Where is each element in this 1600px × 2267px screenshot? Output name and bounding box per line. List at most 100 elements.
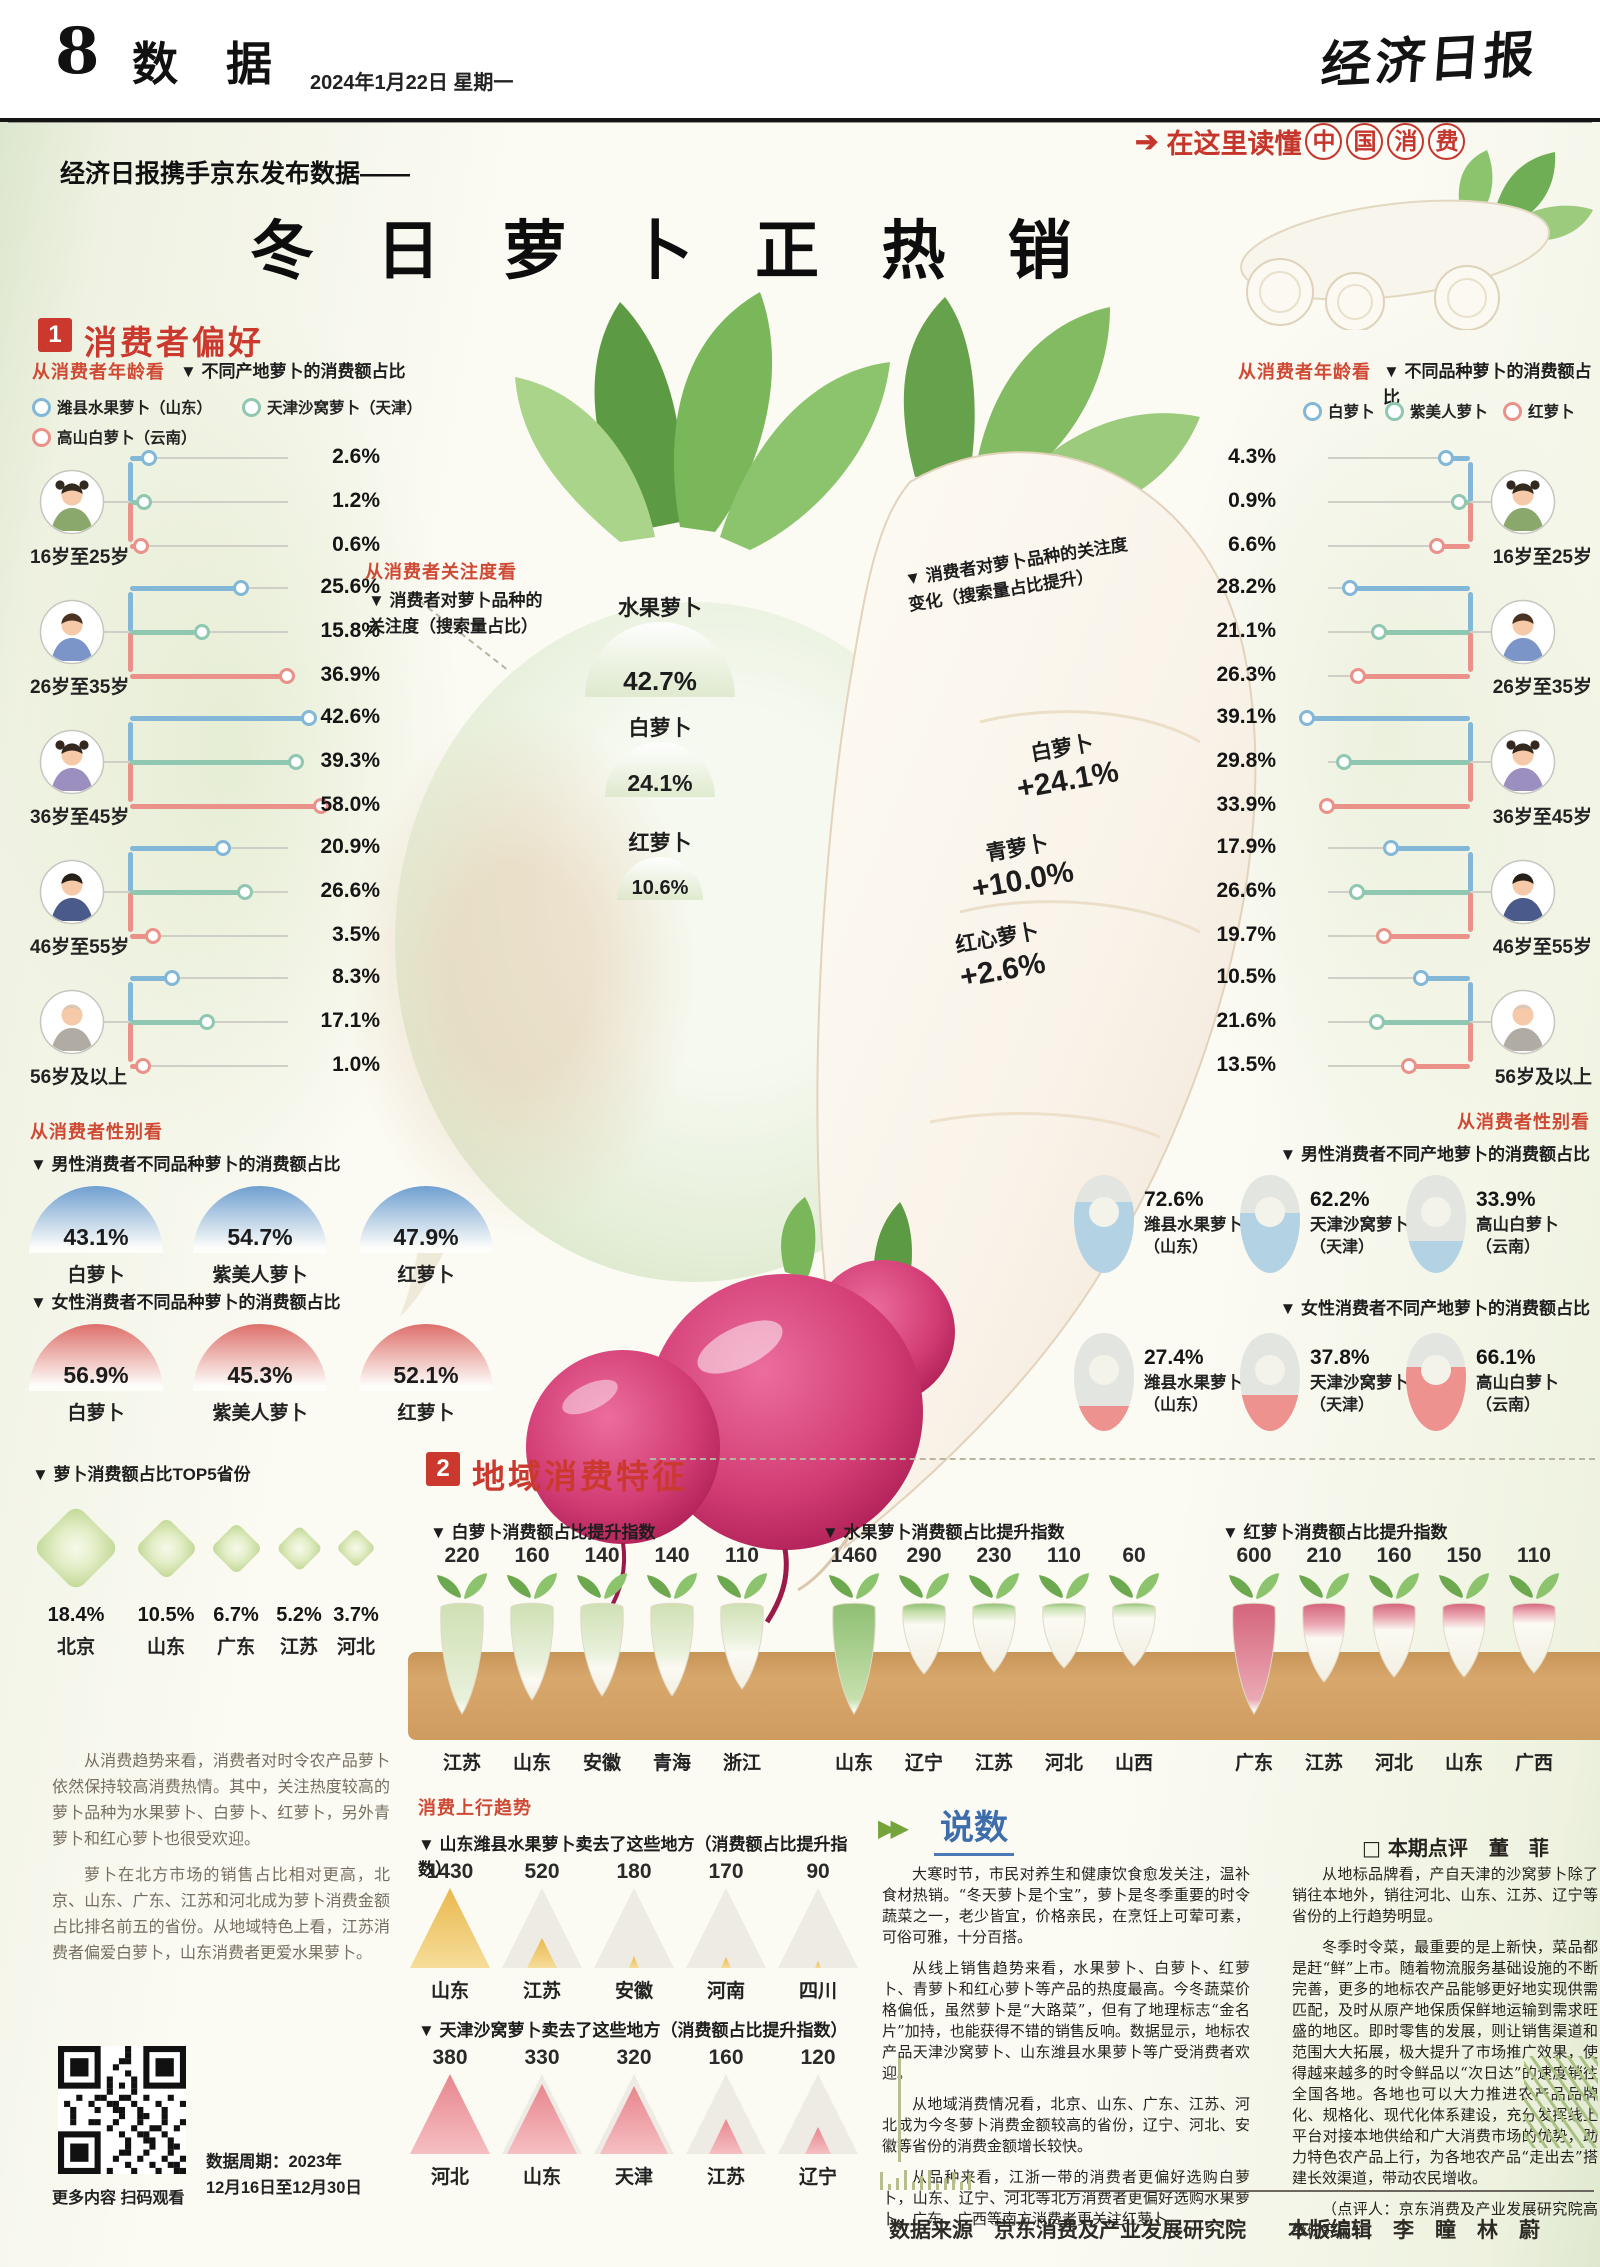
value-branch-line [1435, 543, 1470, 549]
gender-dome-label: 紫美人萝卜 [212, 1403, 308, 1424]
attention-change-item: 青萝卜 +10.0% [926, 817, 1115, 913]
origin-drop-gauge [1072, 1172, 1136, 1276]
attention-item-value: 10.6% [631, 877, 689, 899]
gender-dome: 52.1% [359, 1324, 493, 1391]
province-label: 山东 [1444, 1753, 1483, 1774]
legend-swatch [1303, 401, 1322, 421]
data-period-line2: 12月16日至12月30日 [206, 2178, 362, 2197]
branch-trunk [127, 762, 133, 802]
province-label: 河北 [1044, 1753, 1083, 1774]
value-label: 4.3% [1228, 445, 1276, 468]
chart-heading: ▼ 萝卜消费额占比TOP5省份 [32, 1465, 251, 1484]
value-marker [194, 624, 211, 640]
radish-bar [1032, 1572, 1096, 1679]
legend-item: 潍县水果萝卜（山东） [32, 396, 212, 418]
value-branch-line [1444, 455, 1470, 461]
index-value: 220 [444, 1544, 480, 1567]
chart-heading: ▼ 山东潍县水果萝卜卖去了这些地方（消费额占比提升指数） [418, 1835, 848, 1879]
origin-drop-text: 66.1% 高山白萝卜 （云南） [1476, 1344, 1600, 1416]
section-name: 数 据 [132, 37, 289, 91]
value-branch-line [1355, 889, 1470, 895]
index-value: 110 [1047, 1544, 1081, 1567]
value-branch-line [130, 585, 241, 591]
trend-mountain [776, 2072, 860, 2159]
male-heading: ▼ 男性消费者不同品种萝卜的消费额占比 [30, 1155, 341, 1174]
origin-drop-value: 27.4% [1144, 1346, 1204, 1369]
tick-mark [912, 2182, 915, 2190]
value-marker [1319, 798, 1336, 814]
branch-trunk [127, 592, 133, 632]
masthead-logo: 经济日报 [1319, 24, 1541, 95]
tick-mark [936, 2184, 939, 2190]
attention-item-label: 红萝卜 [628, 832, 692, 855]
trend-mountain [408, 1886, 492, 1973]
page-number: 8 [55, 14, 100, 89]
gender-chart-variety: 从消费者性别看 ▼ 男性消费者不同品种萝卜的消费额占比 ▼ 女性消费者不同品种萝… [29, 1108, 510, 1478]
index-value: 1460 [830, 1544, 878, 1567]
branch-trunk [127, 982, 133, 1022]
trend-value: 160 [708, 2046, 744, 2069]
value-branch-line [130, 845, 222, 851]
origin-drop-gauge [1238, 1172, 1302, 1276]
value-branch-line [1383, 933, 1470, 939]
badge-circled-char: 消 [1387, 123, 1425, 160]
gender-dome-label: 红萝卜 [397, 1403, 455, 1424]
value-label: 26.6% [320, 879, 380, 902]
diamond-value: 5.2% [276, 1604, 322, 1626]
trend-value: 180 [616, 1860, 652, 1883]
radish-slices-illustration [1240, 150, 1593, 330]
consumer-avatar [39, 989, 105, 1055]
avatar-link-line [102, 891, 130, 893]
commentary-paragraph: 冬季时令菜，最重要的是上新快，菜品都是赶“鲜”上市。随着物流服务基础设施的不断完… [1292, 1938, 1598, 2187]
value-guide-line [1328, 977, 1470, 979]
tick-mark [960, 2182, 963, 2190]
note-paragraph: 萝卜在北方市场的销售占比相对更高，北京、山东、广东、江苏和河北成为萝卜消费金额占… [52, 1865, 390, 1962]
female-heading: ▼ 女性消费者不同产地萝卜的消费额占比 [1279, 1299, 1590, 1318]
province-label: 河南 [706, 1981, 745, 2002]
origin-drop-label: 天津沙窝萝卜 [1310, 1216, 1409, 1235]
value-marker [135, 494, 152, 510]
index-value: 140 [654, 1544, 690, 1567]
section2-number: 2 [426, 1452, 460, 1486]
gender-dome-label: 白萝卜 [67, 1403, 125, 1424]
value-guide-line [1328, 1065, 1470, 1067]
tick-mark [920, 2176, 923, 2190]
value-branch-line [1349, 585, 1470, 591]
diamond-value: 18.4% [47, 1604, 105, 1626]
radish-bar [892, 1572, 956, 1685]
attention-dome: 10.6% [617, 857, 703, 900]
branch-trunk [127, 892, 133, 932]
review-label: □ 本期点评 [1362, 1836, 1468, 1860]
value-label: 19.7% [1216, 923, 1276, 946]
index-value: 110 [725, 1544, 759, 1567]
badge-circled-char: 费 [1428, 123, 1466, 160]
tick-mark [952, 2172, 955, 2190]
branch-trunk [127, 722, 133, 762]
avatar-link-line [102, 501, 130, 503]
trend-mountain [776, 1886, 860, 1973]
consumer-avatar [39, 469, 105, 535]
avatar-link-line [102, 631, 130, 633]
value-branch-line [1356, 673, 1470, 679]
gender-dome-label: 红萝卜 [397, 1265, 455, 1286]
origin-drop-origin: （天津） [1310, 1238, 1375, 1256]
value-marker [1298, 710, 1315, 726]
tick-mark [904, 2170, 907, 2190]
attention-item-value: 42.7% [623, 666, 697, 696]
consumer-avatar [1490, 989, 1556, 1055]
origin-drop-origin: （山东） [1144, 1396, 1209, 1414]
gender-dome-value: 45.3% [227, 1362, 293, 1388]
arrow-icon: ➔ [1135, 126, 1159, 157]
female-heading: ▼ 女性消费者不同品种萝卜的消费额占比 [30, 1293, 341, 1312]
attention-dome: 42.7% [585, 622, 735, 697]
radish-bar [640, 1572, 704, 1707]
origin-drop-label: 潍县水果萝卜 [1144, 1216, 1243, 1235]
value-guide-line [130, 501, 288, 503]
consumer-avatar [39, 859, 105, 925]
value-marker [237, 884, 254, 900]
avatar-link-line [1470, 761, 1493, 763]
value-guide-line [130, 545, 288, 547]
origin-drop-label: 高山白萝卜 [1476, 1216, 1559, 1235]
group-heading: ▼ 红萝卜消费额占比提升指数 [1222, 1523, 1448, 1542]
value-label: 1.2% [332, 489, 380, 512]
